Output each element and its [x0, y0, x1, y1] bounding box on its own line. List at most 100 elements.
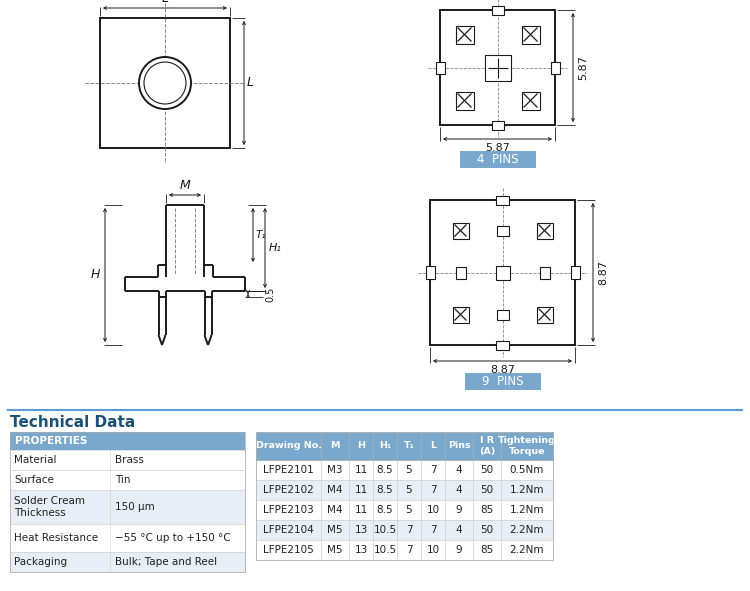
Bar: [321, 480, 349, 500]
Text: M4: M4: [327, 505, 343, 515]
Text: 4: 4: [456, 485, 462, 495]
Bar: [473, 460, 501, 480]
Bar: [501, 500, 553, 520]
Bar: [491, 5, 503, 15]
Bar: [496, 340, 509, 349]
Bar: [536, 307, 553, 323]
Bar: [256, 432, 321, 460]
Bar: [521, 25, 539, 44]
Bar: [397, 500, 421, 520]
Bar: [321, 500, 349, 520]
Text: 2.2Nm: 2.2Nm: [510, 545, 544, 555]
Bar: [10, 524, 245, 552]
Text: 50: 50: [481, 485, 494, 495]
Text: 9  PINS: 9 PINS: [482, 375, 524, 388]
Bar: [10, 490, 245, 524]
Text: T₁: T₁: [404, 441, 415, 450]
Bar: [550, 61, 560, 73]
Bar: [501, 480, 553, 500]
Bar: [10, 552, 245, 572]
Text: 10: 10: [427, 505, 439, 515]
Text: 10: 10: [427, 545, 439, 555]
Text: Surface: Surface: [14, 475, 54, 485]
Text: 13: 13: [354, 545, 368, 555]
Text: L: L: [430, 441, 436, 450]
Bar: [445, 432, 473, 460]
Text: 50: 50: [481, 465, 494, 475]
Text: −55 °C up to +150 °C: −55 °C up to +150 °C: [115, 533, 231, 543]
Text: 85: 85: [480, 545, 494, 555]
Text: 50: 50: [481, 525, 494, 535]
Bar: [445, 540, 473, 560]
Bar: [455, 25, 473, 44]
Bar: [10, 432, 245, 450]
Text: H₁: H₁: [379, 441, 392, 450]
Text: M5: M5: [327, 525, 343, 535]
Bar: [445, 520, 473, 540]
Bar: [421, 432, 445, 460]
Bar: [421, 520, 445, 540]
Text: H: H: [91, 268, 100, 281]
Text: Tin: Tin: [115, 475, 130, 485]
Text: Tightening
Torque: Tightening Torque: [498, 436, 556, 456]
Bar: [373, 460, 397, 480]
Text: 0.5Nm: 0.5Nm: [510, 465, 544, 475]
Bar: [496, 265, 509, 280]
Bar: [455, 92, 473, 109]
Text: 7: 7: [430, 525, 436, 535]
Bar: [452, 307, 469, 323]
Bar: [349, 432, 373, 460]
Bar: [373, 520, 397, 540]
Text: L: L: [247, 76, 254, 89]
Bar: [10, 470, 245, 490]
Text: 4: 4: [456, 465, 462, 475]
Bar: [321, 520, 349, 540]
Bar: [397, 460, 421, 480]
Text: 10.5: 10.5: [374, 545, 397, 555]
Bar: [484, 54, 511, 80]
Bar: [455, 267, 466, 278]
Text: 1.2Nm: 1.2Nm: [510, 485, 544, 495]
Bar: [373, 540, 397, 560]
Bar: [436, 61, 445, 73]
Text: LFPE2105: LFPE2105: [263, 545, 314, 555]
Text: 5: 5: [406, 505, 412, 515]
Bar: [421, 480, 445, 500]
Bar: [349, 540, 373, 560]
Bar: [445, 480, 473, 500]
Text: T₁: T₁: [256, 230, 266, 240]
Text: 4: 4: [456, 525, 462, 535]
Bar: [256, 432, 553, 560]
Text: PROPERTIES: PROPERTIES: [15, 436, 87, 446]
Text: 11: 11: [354, 465, 368, 475]
Bar: [256, 480, 321, 500]
Text: 8.87: 8.87: [598, 260, 608, 285]
Bar: [10, 450, 245, 470]
Text: 7: 7: [430, 465, 436, 475]
Text: M5: M5: [327, 545, 343, 555]
Text: Technical Data: Technical Data: [10, 415, 135, 430]
Text: 11: 11: [354, 485, 368, 495]
Bar: [349, 480, 373, 500]
Text: Pins: Pins: [448, 441, 470, 450]
Bar: [256, 540, 321, 560]
Text: M3: M3: [327, 465, 343, 475]
Text: 13: 13: [354, 525, 368, 535]
Bar: [349, 520, 373, 540]
Bar: [473, 500, 501, 520]
Bar: [571, 266, 580, 279]
Text: 7: 7: [430, 485, 436, 495]
Bar: [460, 151, 536, 168]
Bar: [349, 460, 373, 480]
Bar: [491, 121, 503, 129]
Bar: [421, 500, 445, 520]
Bar: [496, 226, 508, 235]
Text: 5: 5: [406, 485, 412, 495]
Text: 2.2Nm: 2.2Nm: [510, 525, 544, 535]
Text: Packaging: Packaging: [14, 557, 68, 567]
Text: H: H: [357, 441, 365, 450]
Text: 7: 7: [406, 525, 412, 535]
Text: 8.5: 8.5: [376, 465, 393, 475]
Bar: [373, 500, 397, 520]
Bar: [349, 500, 373, 520]
